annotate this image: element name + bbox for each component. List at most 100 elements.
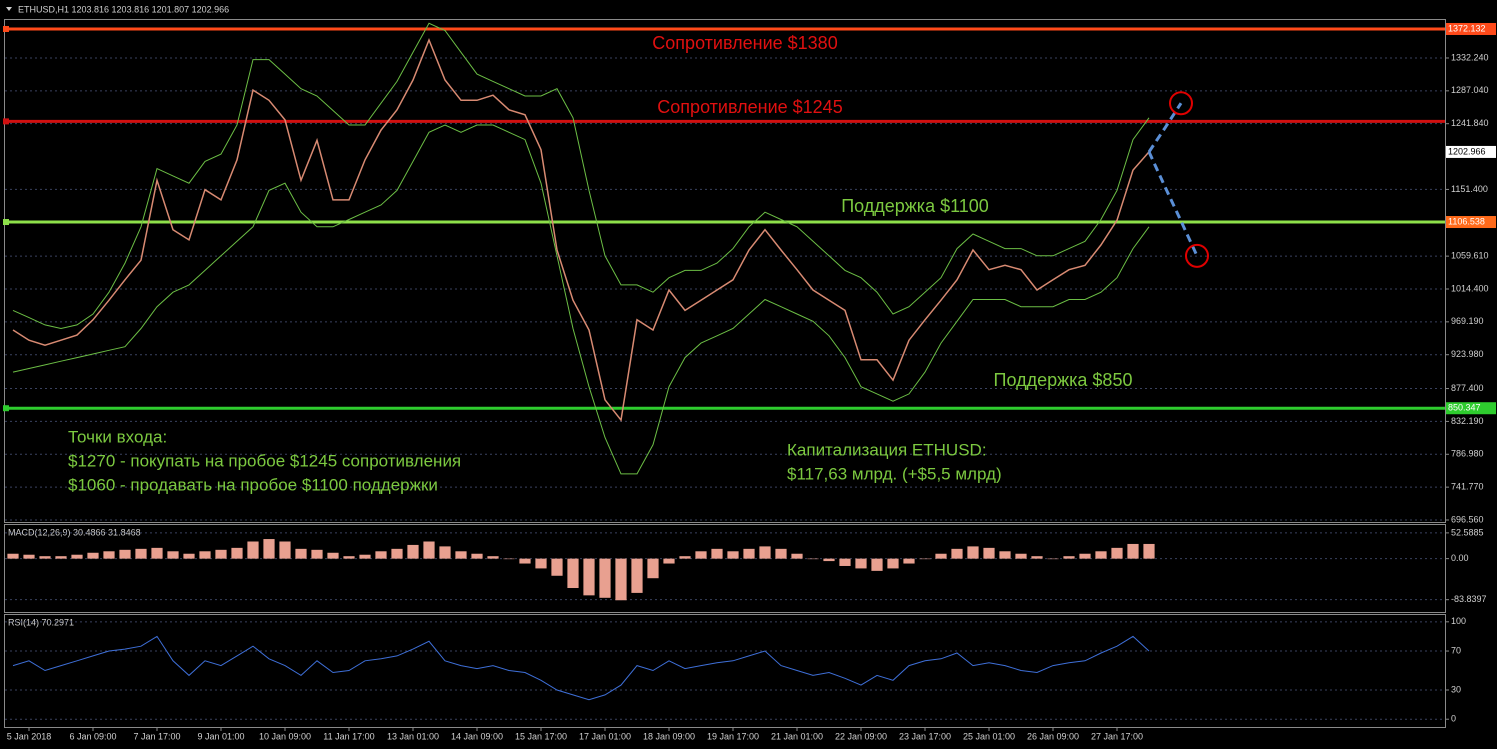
rsi-title: RSI(14) 70.2971 — [8, 617, 74, 627]
histogram-bar — [679, 556, 691, 559]
histogram-bar — [55, 556, 67, 559]
histogram-bar — [183, 553, 195, 559]
y-tick-label: 1241.840 — [1451, 118, 1489, 128]
histogram-bar — [455, 551, 467, 559]
x-tick-label: 19 Jan 17:00 — [707, 731, 759, 741]
histogram-bar — [407, 544, 419, 559]
histogram-bar — [7, 553, 19, 559]
y-tick-label: 832.190 — [1451, 416, 1484, 426]
price-label-box — [1446, 22, 1496, 35]
y-tick-label: 70 — [1451, 645, 1461, 655]
series-line — [12, 124, 1150, 475]
level-handle — [3, 118, 9, 125]
histogram-bar — [103, 551, 115, 559]
target-marker — [1185, 243, 1209, 268]
x-tick-label: 25 Jan 01:00 — [963, 731, 1015, 741]
macd-frame — [4, 524, 1446, 613]
histogram-bar — [295, 548, 307, 559]
price-label-box — [1446, 216, 1496, 229]
note-text: Капитализация ETHUSD: — [787, 440, 987, 459]
histogram-bar — [71, 554, 83, 559]
histogram-bar — [631, 558, 643, 593]
x-tick-label: 13 Jan 01:00 — [387, 731, 439, 741]
histogram-bar — [1031, 556, 1043, 559]
histogram-bar — [727, 551, 739, 559]
price-label-box — [1446, 402, 1496, 415]
x-tick-label: 15 Jan 17:00 — [515, 731, 567, 741]
histogram-bar — [263, 539, 275, 559]
histogram-bar — [743, 548, 755, 559]
histogram-bar — [503, 558, 515, 560]
histogram-bar — [519, 558, 531, 564]
main-frame — [4, 19, 1446, 523]
histogram-bar — [487, 556, 499, 559]
note-text: $1060 - продавать на пробое $1100 поддер… — [68, 475, 438, 494]
level-label: Поддержка $850 — [994, 370, 1133, 390]
series-line — [12, 37, 1150, 422]
histogram-bar — [247, 541, 259, 559]
x-tick-label: 14 Jan 09:00 — [451, 731, 503, 741]
histogram-bar — [887, 558, 899, 569]
series-line — [1147, 102, 1183, 153]
y-tick-label: 696.560 — [1451, 514, 1484, 524]
x-tick-label: 7 Jan 17:00 — [133, 731, 180, 741]
histogram-bar — [311, 549, 323, 559]
histogram-bar — [855, 558, 867, 569]
histogram-bar — [343, 556, 355, 559]
x-tick-label: 26 Jan 09:00 — [1027, 731, 1079, 741]
histogram-bar — [135, 548, 147, 559]
histogram-bar — [1127, 543, 1139, 559]
menu-arrow — [6, 7, 12, 11]
level-label: Поддержка $1100 — [841, 196, 989, 216]
y-tick-label: 100 — [1451, 616, 1466, 626]
rsi-frame — [4, 614, 1446, 728]
y-tick-label: 877.400 — [1451, 383, 1484, 393]
histogram-bar — [279, 541, 291, 559]
x-tick-label: 5 Jan 2018 — [7, 731, 52, 741]
histogram-bar — [1015, 553, 1027, 559]
x-tick-label: 11 Jan 17:00 — [323, 731, 374, 741]
price-label-box — [1446, 145, 1496, 158]
histogram-bar — [903, 558, 915, 564]
histogram-bar — [359, 554, 371, 559]
histogram-bar — [1095, 551, 1107, 559]
note-text: Точки входа: — [68, 427, 167, 446]
y-tick-label: 0 — [1451, 714, 1456, 724]
x-tick-label: 6 Jan 09:00 — [69, 731, 116, 741]
x-tick-label: 23 Jan 17:00 — [899, 731, 951, 741]
histogram-bar — [423, 541, 435, 559]
series-line — [12, 635, 1150, 701]
histogram-bar — [711, 548, 723, 559]
histogram-bar — [583, 558, 595, 596]
histogram-bar — [567, 558, 579, 589]
y-tick-label: 1059.610 — [1451, 251, 1489, 261]
price-label: 850.347 — [1448, 403, 1481, 413]
price-label: 1106.538 — [1448, 216, 1485, 226]
histogram-bar — [1047, 558, 1059, 560]
y-tick-label: 1014.400 — [1451, 283, 1489, 293]
level-handle — [3, 219, 9, 226]
histogram-bar — [999, 551, 1011, 559]
histogram-bar — [327, 552, 339, 559]
histogram-bar — [1143, 543, 1155, 559]
histogram-bar — [87, 552, 99, 559]
histogram-bar — [791, 553, 803, 559]
x-tick-label: 9 Jan 01:00 — [197, 731, 244, 741]
histogram-bar — [759, 546, 771, 559]
x-tick-label: 27 Jan 17:00 — [1091, 731, 1143, 741]
series-line — [12, 22, 1150, 330]
histogram-bar — [439, 546, 451, 559]
y-tick-label: 1287.040 — [1451, 85, 1489, 95]
y-tick-label: 969.190 — [1451, 316, 1484, 326]
histogram-bar — [1079, 553, 1091, 559]
histogram-bar — [615, 558, 627, 601]
y-tick-label: -83.8397 — [1451, 594, 1487, 604]
histogram-bar — [119, 549, 131, 559]
histogram-bar — [951, 548, 963, 559]
price-label: 1202.966 — [1448, 146, 1486, 156]
x-tick-label: 10 Jan 09:00 — [259, 731, 311, 741]
histogram-bar — [823, 558, 835, 562]
histogram-bar — [551, 558, 563, 576]
